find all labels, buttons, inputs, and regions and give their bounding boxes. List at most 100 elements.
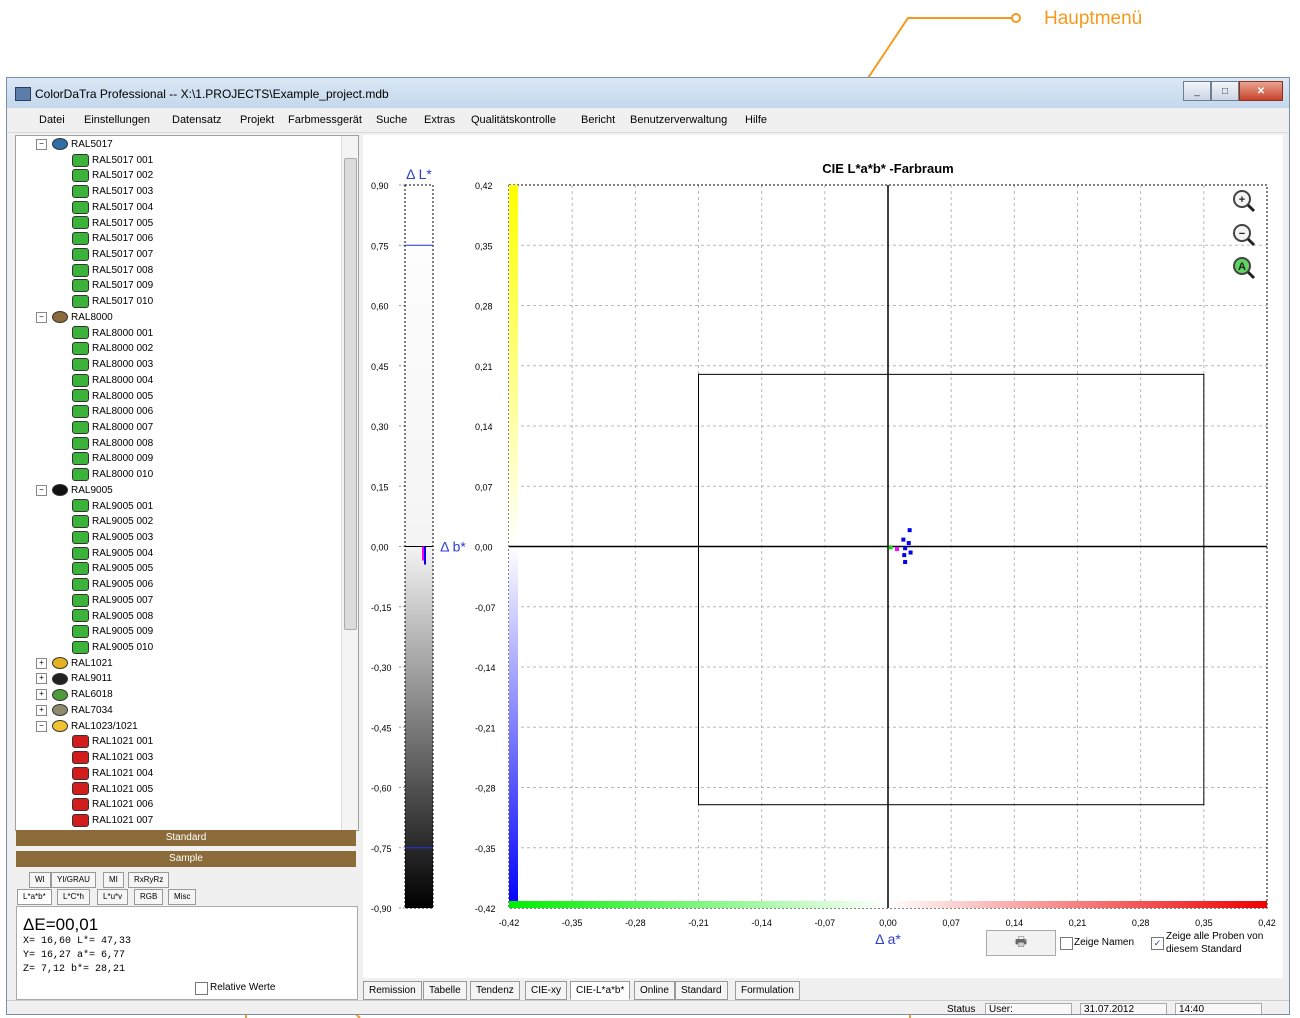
tree-item[interactable]: RAL5017 001	[72, 153, 153, 168]
tab-rgb[interactable]: RGB	[134, 889, 164, 905]
tree-item[interactable]: RAL5017 002	[72, 168, 153, 183]
zoom-auto-icon[interactable]: A	[1233, 257, 1256, 280]
tree-item[interactable]: RAL5017 004	[72, 200, 153, 215]
tab-tabelle[interactable]: Tabelle	[423, 981, 467, 1000]
sample-icon	[72, 263, 89, 277]
tree-item[interactable]: RAL1021 006	[72, 797, 153, 812]
collapse-icon[interactable]: −	[36, 311, 47, 323]
sample-tree[interactable]: − RAL5017 RAL5017 001 RAL5017 002 RAL5017 00…	[15, 135, 359, 831]
maximize-button[interactable]: □	[1211, 81, 1239, 101]
menu-hilfe[interactable]: Hilfe	[745, 114, 768, 126]
tree-group[interactable]: + RAL6018	[36, 687, 113, 702]
tree-group[interactable]: + RAL7034	[36, 703, 113, 718]
minimize-button[interactable]: _	[1183, 81, 1211, 101]
menu-benutzerverwaltung[interactable]: Benutzerverwaltung	[630, 114, 728, 126]
show-names-checkbox[interactable]	[1060, 937, 1073, 950]
expand-icon[interactable]: +	[36, 689, 47, 701]
tree-group[interactable]: − RAL1023/1021	[36, 719, 138, 734]
tab-formulation[interactable]: Formulation	[735, 981, 800, 1000]
tree-group[interactable]: − RAL5017	[36, 137, 113, 152]
expand-icon[interactable]: +	[36, 673, 47, 685]
tree-item[interactable]: RAL9005 008	[72, 609, 153, 624]
tree-item[interactable]: RAL8000 002	[72, 341, 153, 356]
tree-item[interactable]: RAL9005 002	[72, 514, 153, 529]
tree-item[interactable]: RAL9005 007	[72, 593, 153, 608]
menu-datensatz[interactable]: Datensatz	[172, 114, 222, 126]
tree-item[interactable]: RAL1021 004	[72, 766, 153, 781]
collapse-icon[interactable]: −	[36, 484, 47, 496]
collapse-icon[interactable]: −	[36, 720, 47, 732]
tree-item[interactable]: RAL9005 009	[72, 624, 153, 639]
collapse-icon[interactable]: −	[36, 139, 47, 150]
tree-item[interactable]: RAL8000 003	[72, 357, 153, 372]
expand-icon[interactable]: +	[36, 704, 47, 716]
tree-item-label: RAL5017 003	[92, 186, 154, 198]
tree-item[interactable]: RAL5017 008	[72, 263, 153, 278]
tree-item[interactable]: RAL9005 001	[72, 499, 153, 514]
tree-group[interactable]: + RAL9011	[36, 671, 112, 686]
print-button[interactable]: 🖶	[986, 930, 1056, 956]
tab-luv[interactable]: L*u*v	[97, 889, 129, 905]
tab-tendenz[interactable]: Tendenz	[470, 981, 520, 1000]
tree-scroll-thumb[interactable]	[344, 158, 357, 630]
delta-l-value-bar	[424, 546, 426, 565]
menu-projekt[interactable]: Projekt	[240, 114, 275, 126]
tree-item[interactable]: RAL1021 003	[72, 750, 153, 765]
tree-item[interactable]: RAL8000 010	[72, 467, 153, 482]
close-button[interactable]: ✕	[1239, 81, 1283, 101]
tab-wi[interactable]: WI	[29, 872, 51, 888]
tree-item[interactable]: RAL5017 009	[72, 278, 153, 293]
zoom-in-icon[interactable]: +	[1233, 190, 1256, 213]
menu-suche[interactable]: Suche	[376, 114, 408, 126]
menu-qualitaetskontrolle[interactable]: Qualitätskontrolle	[471, 114, 556, 126]
tab-yi-grau[interactable]: YI/GRAU	[51, 872, 96, 888]
expand-icon[interactable]: +	[36, 657, 47, 669]
tree-item[interactable]: RAL5017 010	[72, 294, 153, 309]
tab-standard[interactable]: Standard	[675, 981, 728, 1000]
tab-cie-lab[interactable]: CIE-L*a*b*	[570, 981, 631, 1000]
sample-bar[interactable]: Sample	[16, 851, 356, 867]
tree-item[interactable]: RAL9005 006	[72, 577, 153, 592]
tree-item[interactable]: RAL5017 005	[72, 216, 153, 231]
tree-item[interactable]: RAL5017 006	[72, 231, 153, 246]
tree-scrollbar[interactable]	[341, 136, 358, 830]
tree-item[interactable]: RAL5017 003	[72, 184, 153, 199]
tree-item[interactable]: RAL9005 005	[72, 561, 153, 576]
standard-bar[interactable]: Standard	[16, 830, 356, 846]
menu-datei[interactable]: Datei	[39, 114, 65, 126]
tab-misc[interactable]: Misc	[168, 889, 197, 905]
menu-einstellungen[interactable]: Einstellungen	[84, 114, 151, 126]
tree-item[interactable]: RAL8000 009	[72, 451, 153, 466]
tab-rxryrz[interactable]: RxRyRz	[128, 872, 170, 888]
tree-item[interactable]: RAL8000 001	[72, 326, 153, 341]
tree-item-label: RAL1021 005	[92, 783, 154, 795]
tree-item[interactable]: RAL9005 004	[72, 546, 153, 561]
tree-item[interactable]: RAL8000 007	[72, 420, 153, 435]
menu-farbmessgeraet[interactable]: Farbmessgerät	[288, 114, 362, 126]
tree-item[interactable]: RAL5017 007	[72, 247, 153, 262]
tree-item[interactable]: RAL9005 003	[72, 530, 153, 545]
tree-group[interactable]: − RAL9005	[36, 483, 113, 498]
zoom-out-icon[interactable]: −	[1233, 224, 1256, 247]
tree-item[interactable]: RAL1021 005	[72, 782, 153, 797]
tree-item[interactable]: RAL8000 005	[72, 389, 153, 404]
tab-mi[interactable]: MI	[103, 872, 124, 888]
menu-extras[interactable]: Extras	[424, 114, 456, 126]
relative-values-checkbox[interactable]	[195, 982, 208, 995]
tree-item[interactable]: RAL1021 001	[72, 734, 153, 749]
tab-cie-xy[interactable]: CIE-xy	[525, 981, 567, 1000]
tab-lch[interactable]: L*C*h	[57, 889, 90, 905]
tree-item[interactable]: RAL9005 010	[72, 640, 153, 655]
tab-remission[interactable]: Remission	[363, 981, 422, 1000]
tree-group[interactable]: − RAL8000	[36, 310, 113, 325]
tree-item-label: RAL8000 006	[92, 406, 154, 418]
tab-lab[interactable]: L*a*b*	[17, 889, 52, 905]
tree-item[interactable]: RAL8000 004	[72, 373, 153, 388]
tree-item[interactable]: RAL8000 006	[72, 404, 153, 419]
show-all-samples-checkbox[interactable]: ✓	[1151, 937, 1164, 950]
tab-online[interactable]: Online	[634, 981, 675, 1000]
menu-bericht[interactable]: Bericht	[581, 114, 616, 126]
tree-item[interactable]: RAL8000 008	[72, 436, 153, 451]
tree-group[interactable]: + RAL1021	[36, 656, 113, 671]
tree-item[interactable]: RAL1021 007	[72, 813, 153, 828]
